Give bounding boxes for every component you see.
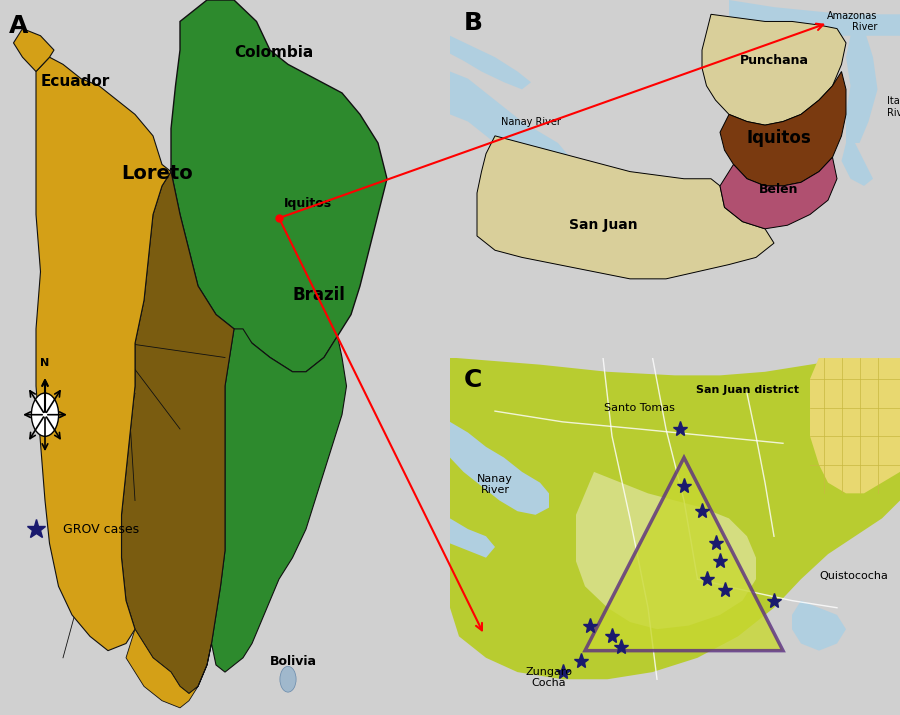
Polygon shape xyxy=(36,57,171,651)
Circle shape xyxy=(32,393,58,436)
Polygon shape xyxy=(720,157,837,229)
Text: Itaya
River: Itaya River xyxy=(886,97,900,118)
Polygon shape xyxy=(810,358,900,493)
Text: Punchana: Punchana xyxy=(740,54,808,67)
Text: A: A xyxy=(9,14,29,39)
Text: C: C xyxy=(464,368,482,393)
Polygon shape xyxy=(477,136,774,279)
Text: Santo Tomas: Santo Tomas xyxy=(604,403,674,413)
Polygon shape xyxy=(729,0,900,36)
Polygon shape xyxy=(450,518,495,558)
Text: Amazonas
River: Amazonas River xyxy=(827,11,878,32)
Text: Nanay River: Nanay River xyxy=(501,117,561,127)
Polygon shape xyxy=(212,329,346,672)
Polygon shape xyxy=(450,36,531,89)
Polygon shape xyxy=(122,172,234,694)
Text: Brazil: Brazil xyxy=(292,286,346,305)
Polygon shape xyxy=(842,143,873,186)
Polygon shape xyxy=(585,458,783,651)
Text: Loreto: Loreto xyxy=(122,164,194,183)
Polygon shape xyxy=(702,14,846,125)
Text: Iquitos: Iquitos xyxy=(284,197,331,210)
Text: B: B xyxy=(464,11,482,35)
Text: Iquitos: Iquitos xyxy=(746,129,811,147)
Polygon shape xyxy=(14,29,54,72)
Text: San Juan district: San Juan district xyxy=(696,385,798,395)
Text: Belen: Belen xyxy=(759,183,798,196)
Polygon shape xyxy=(171,0,387,372)
Polygon shape xyxy=(450,422,549,515)
Polygon shape xyxy=(450,358,900,679)
Polygon shape xyxy=(126,629,212,708)
Text: N: N xyxy=(40,358,50,368)
Text: Quistococha: Quistococha xyxy=(819,571,888,581)
Circle shape xyxy=(280,666,296,692)
Text: Colombia: Colombia xyxy=(234,45,313,60)
Text: Nanay
River: Nanay River xyxy=(477,474,513,495)
Polygon shape xyxy=(792,601,846,651)
Text: San Juan: San Juan xyxy=(569,218,637,232)
Text: GROV cases: GROV cases xyxy=(63,523,140,536)
Text: Ecuador: Ecuador xyxy=(40,74,110,89)
Polygon shape xyxy=(450,72,585,179)
Text: Zungaro
Cocha: Zungaro Cocha xyxy=(526,667,572,689)
Polygon shape xyxy=(576,472,756,629)
Polygon shape xyxy=(846,29,878,143)
Polygon shape xyxy=(720,72,846,186)
Text: Bolivia: Bolivia xyxy=(270,655,317,668)
